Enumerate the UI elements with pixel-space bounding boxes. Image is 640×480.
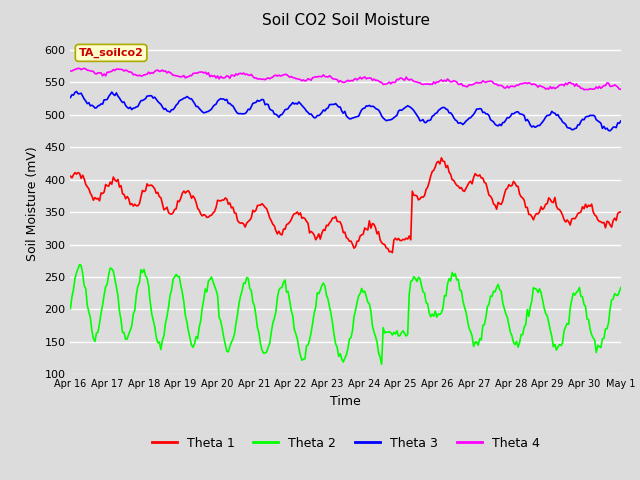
Theta 1: [67, 173, 74, 179]
Y-axis label: Soil Moisture (mV): Soil Moisture (mV): [26, 146, 39, 262]
Theta 2: [76, 262, 83, 267]
Theta 2: [67, 306, 74, 312]
Line: Theta 4: Theta 4: [70, 68, 621, 90]
Title: Soil CO2 Soil Moisture: Soil CO2 Soil Moisture: [262, 13, 429, 28]
Theta 2: [378, 361, 385, 367]
Theta 2: [232, 320, 240, 326]
Theta 3: [136, 100, 143, 106]
Line: Theta 3: Theta 3: [70, 92, 621, 131]
Line: Theta 1: Theta 1: [70, 158, 621, 252]
Theta 4: [250, 75, 258, 81]
Theta 4: [617, 86, 625, 92]
Theta 2: [260, 350, 268, 356]
Theta 4: [589, 86, 597, 92]
Legend: Theta 1, Theta 2, Theta 3, Theta 4: Theta 1, Theta 2, Theta 3, Theta 4: [147, 432, 545, 455]
Theta 3: [73, 89, 81, 95]
Theta 1: [134, 203, 141, 209]
Theta 1: [249, 207, 257, 213]
Line: Theta 2: Theta 2: [70, 264, 621, 364]
Theta 4: [260, 76, 268, 82]
Theta 3: [250, 100, 258, 106]
Theta 2: [589, 335, 597, 341]
Theta 1: [617, 209, 625, 215]
Theta 1: [438, 155, 445, 161]
Theta 3: [606, 128, 614, 133]
Theta 1: [589, 209, 597, 215]
Theta 3: [308, 113, 316, 119]
Theta 2: [308, 321, 316, 326]
Theta 2: [617, 285, 625, 290]
Theta 1: [258, 201, 266, 206]
Theta 1: [230, 210, 238, 216]
Text: TA_soilco2: TA_soilco2: [79, 48, 143, 58]
X-axis label: Time: Time: [330, 395, 361, 408]
Theta 2: [250, 303, 258, 309]
Theta 4: [74, 65, 82, 71]
Theta 4: [67, 68, 74, 74]
Theta 2: [136, 280, 143, 286]
Theta 4: [136, 72, 143, 78]
Theta 4: [580, 87, 588, 93]
Theta 3: [617, 118, 625, 124]
Theta 4: [232, 71, 240, 77]
Theta 3: [260, 97, 268, 103]
Theta 3: [588, 113, 595, 119]
Theta 3: [67, 95, 74, 100]
Theta 3: [232, 108, 240, 114]
Theta 1: [307, 228, 315, 234]
Theta 1: [388, 250, 396, 255]
Theta 4: [308, 75, 316, 81]
